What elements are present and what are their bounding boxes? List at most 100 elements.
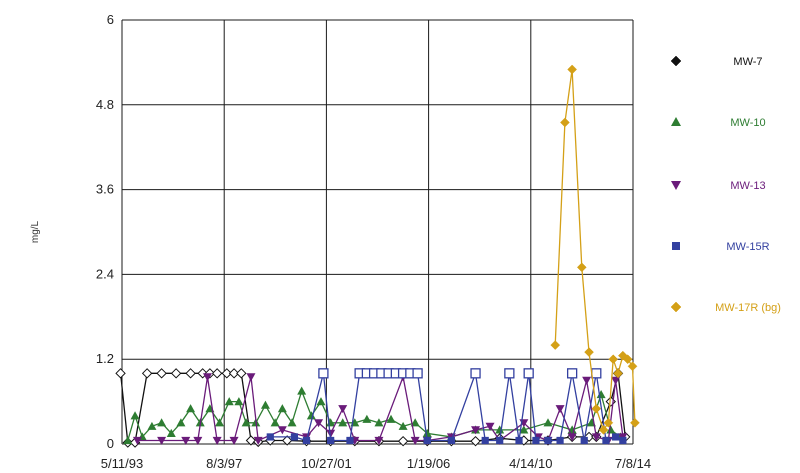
x-tick-label: 10/27/01: [301, 456, 352, 471]
data-point: [123, 435, 133, 445]
data-point: [316, 397, 326, 406]
data-point: [186, 404, 196, 413]
x-tick-label: 5/11/93: [101, 456, 143, 471]
data-point: [253, 436, 263, 445]
data-point: [302, 436, 311, 445]
data-point: [423, 436, 431, 445]
data-point: [606, 425, 616, 434]
series-mw-17r-bg: [550, 64, 640, 435]
data-point: [580, 436, 588, 445]
data-point: [471, 426, 481, 435]
data-point: [613, 368, 623, 379]
series-line: [270, 372, 624, 442]
data-point: [338, 405, 348, 414]
x-tick-label: 4/14/10: [509, 456, 552, 471]
data-point: [245, 435, 257, 446]
data-point: [374, 418, 384, 427]
x-tick-label: 1/19/06: [407, 456, 450, 471]
data-point: [398, 421, 408, 430]
data-point: [176, 418, 186, 427]
series-mw-13: [132, 373, 628, 445]
data-point: [410, 418, 420, 427]
series-line: [119, 372, 626, 444]
legend-label: MW-10: [730, 117, 765, 129]
data-point: [410, 436, 420, 445]
data-point: [374, 436, 384, 445]
data-point: [485, 422, 495, 431]
data-point: [147, 421, 157, 430]
data-point: [277, 404, 287, 413]
x-tick-label: 8/3/97: [206, 456, 242, 471]
data-point: [115, 368, 126, 379]
data-point: [582, 376, 592, 385]
y-tick-label: 3.6: [96, 182, 114, 197]
y-tick-label: 2.4: [96, 266, 114, 281]
data-point: [141, 368, 153, 379]
data-point: [211, 368, 223, 379]
x-tick-labels: 5/11/93 8/3/97 10/27/01 1/19/06 4/14/10 7/8/1…: [101, 456, 651, 471]
data-point: [224, 397, 234, 406]
data-point: [314, 419, 324, 428]
data-point: [270, 418, 280, 427]
data-point: [598, 425, 609, 435]
data-point: [470, 435, 481, 447]
legend-item: MW-15R: [672, 241, 770, 253]
data-point: [221, 368, 233, 379]
data-point: [157, 418, 167, 427]
data-point: [556, 436, 564, 445]
data-point: [397, 435, 409, 447]
data-point: [412, 368, 423, 379]
data-point: [584, 347, 594, 357]
series-group: [115, 64, 640, 448]
data-point: [515, 436, 523, 445]
data-point: [290, 433, 299, 441]
data-point: [603, 417, 614, 428]
data-point: [596, 390, 606, 399]
legend-label: MW-7: [733, 56, 762, 68]
series-mw-7: [115, 368, 631, 448]
data-point: [555, 405, 565, 414]
series-mw-15r: [266, 368, 627, 445]
data-point: [470, 368, 481, 379]
data-point: [671, 181, 681, 190]
y-tick-labels: 0 1.2 2.4 3.6 4.8 6: [96, 12, 114, 451]
legend-label: MW-15R: [726, 241, 769, 253]
data-point: [591, 433, 601, 442]
legend-item: MW-17R (bg): [670, 301, 781, 314]
data-point: [157, 436, 167, 445]
data-point: [229, 436, 239, 445]
legend-label: MW-17R (bg): [715, 302, 781, 314]
data-point: [170, 368, 182, 379]
legend-item: MW-10: [671, 117, 766, 129]
data-point: [181, 436, 191, 445]
data-point: [327, 436, 335, 445]
legend: MW-7 MW-10 MW-13 MW-15R MW-17R (bg): [670, 55, 781, 314]
data-point: [608, 354, 619, 365]
data-point: [447, 436, 455, 445]
data-point: [215, 418, 225, 427]
data-point: [567, 64, 577, 75]
data-point: [630, 417, 640, 428]
data-point: [622, 354, 633, 365]
data-point: [566, 368, 578, 379]
data-point: [236, 368, 247, 379]
data-point: [602, 436, 610, 445]
data-point: [234, 397, 244, 406]
data-point: [277, 426, 287, 435]
data-point: [611, 376, 621, 385]
data-point: [156, 368, 167, 379]
data-point: [228, 368, 240, 379]
data-point: [481, 436, 489, 445]
data-point: [495, 425, 505, 434]
data-point: [130, 411, 140, 420]
data-point: [132, 436, 142, 445]
data-point: [591, 368, 602, 379]
data-point: [297, 386, 307, 395]
data-point: [193, 436, 203, 445]
data-point: [326, 429, 336, 438]
legend-label: MW-13: [730, 180, 765, 192]
grid-lines: [121, 19, 634, 445]
data-point: [422, 428, 432, 437]
data-point: [281, 435, 293, 446]
